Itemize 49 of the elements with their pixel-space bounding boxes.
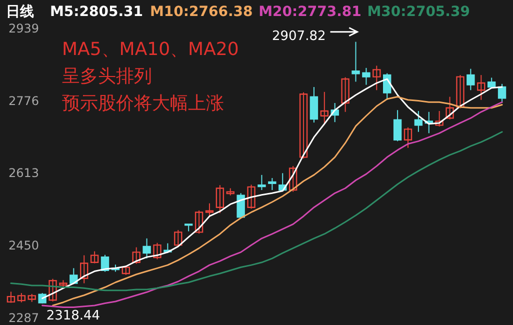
annotation: 呈多头排列: [62, 66, 152, 87]
candlestick: [6, 291, 16, 304]
candlestick: [17, 292, 26, 303]
candlestick: [498, 83, 506, 104]
y-tick-label: 2287: [8, 310, 40, 325]
candlestick: [414, 110, 423, 132]
candlestick: [205, 202, 214, 218]
candlestick: [352, 41, 360, 82]
candlestick: [456, 74, 464, 109]
candlestick: [372, 65, 381, 91]
candlestick: [310, 86, 318, 124]
candlestick: [216, 184, 224, 214]
candlestick: [142, 238, 151, 259]
candlestick: [435, 110, 444, 128]
candlestick: [48, 278, 57, 302]
annotation: 2318.44: [46, 308, 100, 324]
candlestick: [132, 246, 140, 264]
candlestick: [466, 68, 475, 91]
candlestick: [288, 166, 298, 192]
text: M10:2766.38: [150, 4, 253, 20]
candlestick: [393, 110, 402, 142]
chart-title: 日线: [6, 4, 34, 20]
candlestick: [90, 250, 99, 264]
candlestick: [477, 74, 486, 100]
candlestick: [299, 92, 308, 160]
text: M5:2805.31: [50, 4, 144, 20]
candlestick: [362, 67, 370, 86]
y-tick-label: 2776: [8, 94, 40, 108]
text: M20:2773.81: [258, 4, 362, 20]
y-tick-label: 2939: [8, 21, 40, 36]
candlestick: [194, 210, 204, 234]
candlestick: [404, 126, 412, 148]
candlestick: [80, 254, 88, 284]
annotation: MA5、MA10、MA20: [62, 39, 239, 60]
candlestick: [174, 229, 182, 247]
candlestick: [341, 76, 350, 112]
candlestick: [320, 91, 329, 124]
candlestick: [258, 174, 266, 191]
candlestick: [122, 265, 130, 276]
y-tick-label: 2450: [8, 238, 40, 253]
candlestick: [247, 184, 256, 210]
line-series: [10, 131, 503, 292]
candlestick: [153, 242, 162, 260]
annotation: 2907.82: [272, 28, 326, 44]
candlestick: [268, 178, 276, 191]
candlestick: [446, 96, 454, 120]
text: M30:2705.39: [367, 4, 470, 20]
annotation: 预示股价将大幅上涨: [62, 93, 224, 114]
y-tick-label: 2613: [8, 166, 40, 180]
